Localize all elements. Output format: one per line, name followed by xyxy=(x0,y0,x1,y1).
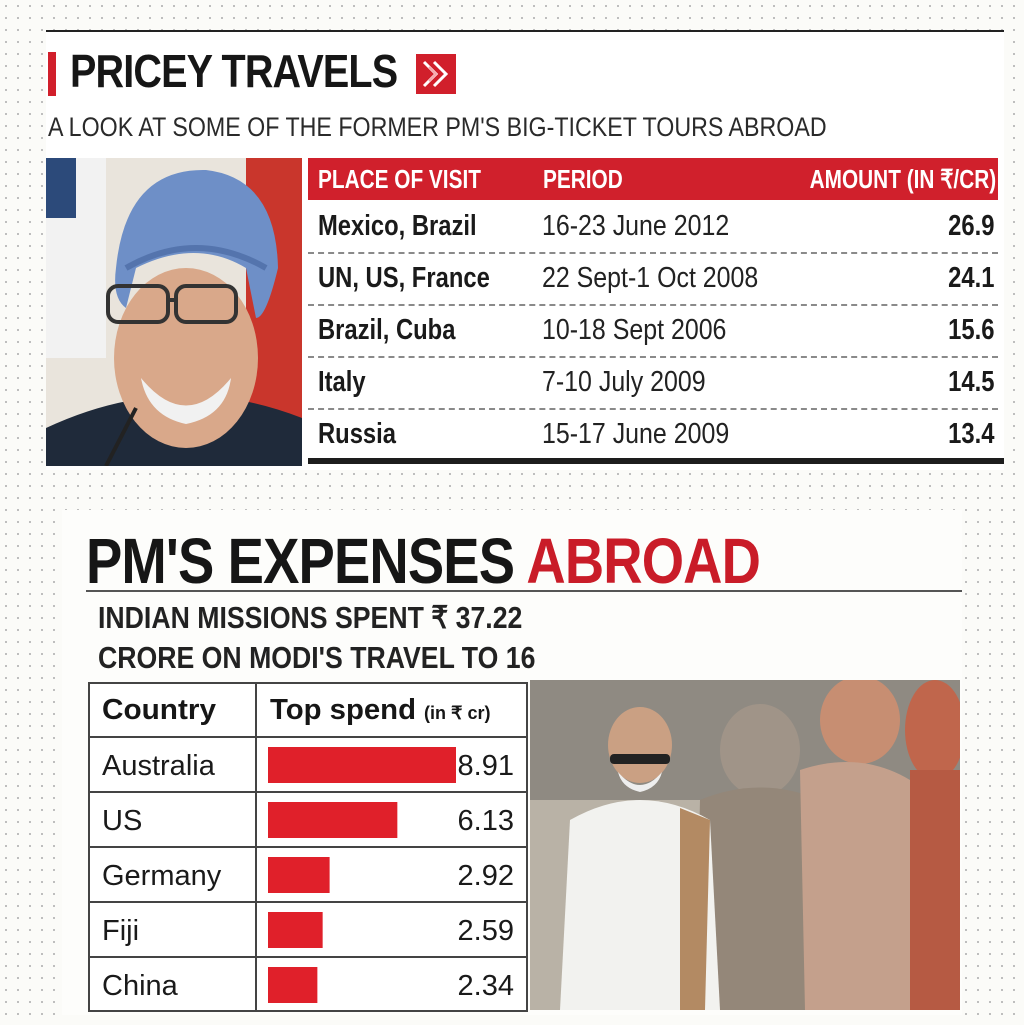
header-top-spend: Top spend xyxy=(270,694,416,726)
header-period: PERIOD xyxy=(543,164,623,194)
value-label: 6.13 xyxy=(458,805,514,837)
former-pm-photo xyxy=(46,158,302,466)
header-country: Country xyxy=(102,694,216,726)
table-row: Mexico, Brazil 16-23 June 2012 26.9 xyxy=(308,200,998,254)
row-period: 16-23 June 2012 xyxy=(542,210,730,242)
row-amount: 24.1 xyxy=(947,262,994,294)
row-period: 15-17 June 2009 xyxy=(542,418,730,450)
pricey-travels-title: PRICEY TRAVELS xyxy=(70,45,398,97)
category-label: Fiji xyxy=(102,915,139,947)
title-accent-bar xyxy=(48,52,56,96)
table-row: Brazil, Cuba 10-18 Sept 2006 15.6 xyxy=(308,304,998,358)
pricey-travels-subtitle: A LOOK AT SOME OF THE FORMER PM'S BIG-TI… xyxy=(48,112,827,142)
category-label: Germany xyxy=(102,860,222,892)
table-row: Italy 7-10 July 2009 14.5 xyxy=(308,356,998,410)
bar-chart-svg: Country Top spend (in ₹ cr) Australia 8.91 US… xyxy=(88,682,528,1012)
value-label: 2.59 xyxy=(458,915,514,947)
row-amount: 15.6 xyxy=(947,314,994,346)
category-label: China xyxy=(102,970,179,1002)
row-amount: 13.4 xyxy=(947,418,994,450)
pm-expenses-panel: PM'S EXPENSES ABROAD INDIAN MISSIONS SPE… xyxy=(62,510,962,1015)
bar xyxy=(268,747,456,783)
bar xyxy=(268,967,318,1003)
bar xyxy=(268,857,330,893)
value-label: 2.34 xyxy=(458,970,514,1002)
bar xyxy=(268,912,323,948)
row-period: 10-18 Sept 2006 xyxy=(542,314,727,346)
row-place: Brazil, Cuba xyxy=(318,314,456,346)
pm-expenses-title: PM'S EXPENSES ABROAD xyxy=(86,524,761,598)
forward-arrows-icon xyxy=(416,54,456,94)
category-label: US xyxy=(102,805,142,837)
category-label: Australia xyxy=(102,750,216,782)
row-place: UN, US, France xyxy=(318,262,490,294)
title-accent: ABROAD xyxy=(526,525,761,597)
row-place: Italy xyxy=(318,366,366,398)
table-bottom-rule xyxy=(308,458,1004,464)
table-row: UN, US, France 22 Sept-1 Oct 2008 24.1 xyxy=(308,252,998,306)
top-tours-table: PLACE OF VISIT PERIOD AMOUNT (IN ₹/CR) M… xyxy=(308,158,1004,466)
table-row: Russia 15-17 June 2009 13.4 xyxy=(308,408,998,460)
row-period: 7-10 July 2009 xyxy=(542,366,706,398)
row-period: 22 Sept-1 Oct 2008 xyxy=(542,262,759,294)
title-divider xyxy=(86,590,962,592)
row-place: Mexico, Brazil xyxy=(318,210,477,242)
top-divider xyxy=(46,30,1004,32)
header-place: PLACE OF VISIT xyxy=(318,164,481,194)
header-amount: AMOUNT (IN ₹/CR) xyxy=(809,164,996,194)
row-amount: 26.9 xyxy=(947,210,994,242)
row-amount: 14.5 xyxy=(947,366,994,398)
bar xyxy=(268,802,398,838)
top-spend-chart: Country Top spend (in ₹ cr) Australia 8.91 US… xyxy=(88,682,528,1012)
modi-photo xyxy=(530,680,960,1010)
value-label: 8.91 xyxy=(458,750,514,782)
header-unit: (in ₹ cr) xyxy=(424,703,490,723)
table-header: PLACE OF VISIT PERIOD AMOUNT (IN ₹/CR) xyxy=(308,158,998,200)
row-place: Russia xyxy=(318,418,396,450)
value-label: 2.92 xyxy=(458,860,514,892)
title-main: PM'S EXPENSES xyxy=(86,525,527,597)
pricey-travels-panel: PRICEY TRAVELS A LOOK AT SOME OF THE FOR… xyxy=(46,30,1004,470)
